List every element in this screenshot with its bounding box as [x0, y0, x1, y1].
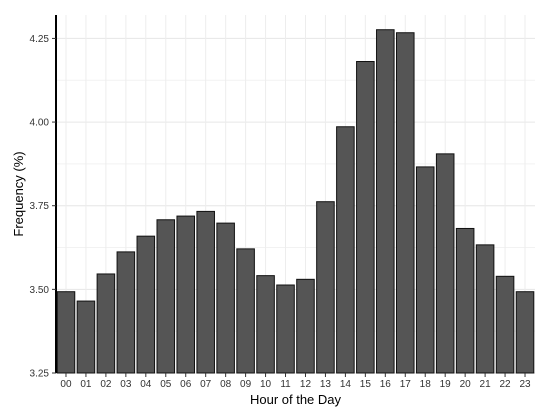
bar-20 — [455, 227, 475, 374]
bar-21 — [475, 244, 495, 374]
x-tick-label: 20 — [460, 379, 472, 390]
x-tick-label: 16 — [380, 379, 392, 390]
x-axis-title: Hour of the Day — [250, 392, 342, 407]
bar-09 — [236, 248, 255, 374]
bar-11 — [276, 284, 295, 374]
y-tick-label: 4.25 — [30, 34, 50, 45]
x-tick-label: 19 — [440, 379, 452, 390]
x-tick-label: 12 — [300, 379, 312, 390]
x-tick-label: 00 — [60, 379, 72, 390]
bar-14 — [336, 126, 355, 374]
x-tick-label: 08 — [220, 379, 232, 390]
bar-13 — [316, 201, 335, 374]
y-tick-labels: 3.25 3.50 3.75 4.00 4.25 — [30, 34, 56, 380]
bar-17 — [395, 32, 415, 374]
x-tick-label: 07 — [200, 379, 212, 390]
bar-18 — [415, 166, 435, 374]
bar-23 — [515, 291, 535, 374]
y-tick-label: 3.50 — [30, 285, 50, 296]
x-tick-label: 03 — [120, 379, 132, 390]
bar-22 — [495, 275, 515, 374]
x-tick-label: 10 — [260, 379, 272, 390]
y-tick-label: 4.00 — [30, 118, 50, 129]
x-tick-label: 23 — [519, 379, 531, 390]
bar-04 — [136, 235, 156, 374]
x-tick-label: 06 — [180, 379, 192, 390]
x-tick-label: 14 — [340, 379, 352, 390]
bar-07 — [196, 210, 215, 374]
bar-15 — [356, 61, 375, 374]
x-tick-label: 01 — [80, 379, 92, 390]
bar-01 — [76, 300, 96, 374]
x-tick-label: 22 — [500, 379, 512, 390]
bar-08 — [216, 222, 235, 374]
y-tick-label: 3.75 — [30, 201, 50, 212]
bar-00 — [56, 291, 76, 374]
x-tick-label: 09 — [240, 379, 252, 390]
x-tick-label: 21 — [480, 379, 492, 390]
bar-16 — [376, 29, 395, 374]
bars — [56, 29, 535, 374]
bar-03 — [116, 251, 136, 374]
y-axis-title: Frequency (%) — [11, 151, 26, 236]
bar-12 — [296, 278, 315, 374]
bar-19 — [435, 153, 455, 374]
bar-02 — [96, 273, 116, 374]
x-tick-labels: 00 01 02 03 04 05 06 07 08 09 10 11 12 13 14 15 16 17 18 19… — [60, 373, 531, 390]
bar-06 — [176, 215, 196, 374]
y-tick-label: 3.25 — [30, 369, 50, 380]
bar-05 — [156, 219, 176, 374]
x-tick-label: 18 — [420, 379, 432, 390]
x-tick-label: 17 — [400, 379, 412, 390]
x-tick-label: 11 — [280, 379, 291, 390]
x-tick-label: 15 — [360, 379, 372, 390]
x-tick-label: 02 — [100, 379, 112, 390]
x-tick-label: 05 — [160, 379, 172, 390]
bar-10 — [256, 275, 275, 374]
x-tick-label: 04 — [140, 379, 152, 390]
x-tick-label: 13 — [320, 379, 332, 390]
